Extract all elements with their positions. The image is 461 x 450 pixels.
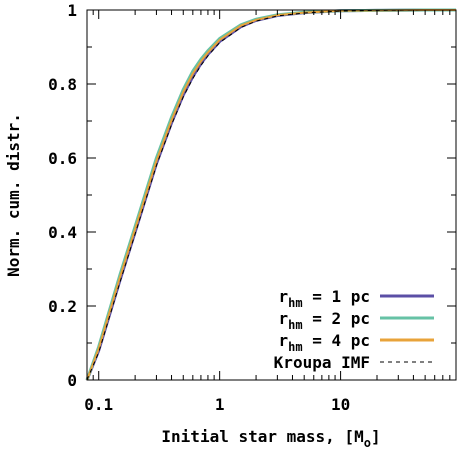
label-layer: Initial star mass, [Mo] Norm. cum. distr… — [4, 113, 381, 450]
x-tick-label: 1 — [215, 395, 225, 414]
y-tick-label: 0 — [67, 371, 77, 390]
y-axis-label: Norm. cum. distr. — [4, 113, 23, 277]
y-tick-label: 1 — [67, 1, 77, 20]
y-tick-label: 0.8 — [48, 75, 77, 94]
tick-layer: 0.1 1 10 0 0.2 0.4 0.6 0.8 1 — [48, 1, 457, 414]
y-tick-label: 0.2 — [48, 297, 77, 316]
x-axis-label: Initial star mass, [Mo] — [161, 427, 380, 450]
legend-label-4: Kroupa IMF — [274, 353, 370, 372]
legend-label-1: rhm = 1 pc — [278, 287, 370, 310]
legend-label-3: rhm = 4 pc — [278, 331, 370, 354]
x-tick-label: 0.1 — [84, 395, 113, 414]
y-tick-label: 0.4 — [48, 223, 77, 242]
legend-label-2: rhm = 2 pc — [278, 309, 370, 332]
x-tick-label: 10 — [331, 395, 350, 414]
y-tick-label: 0.6 — [48, 149, 77, 168]
series-line-4 — [86, 9, 456, 381]
